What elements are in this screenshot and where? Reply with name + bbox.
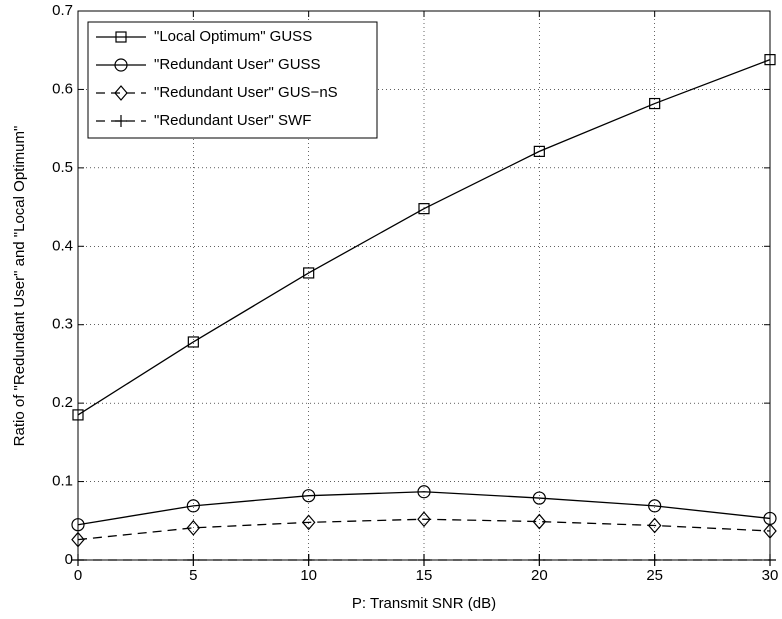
x-tick-label: 20: [531, 567, 548, 584]
marker: [187, 336, 199, 348]
marker: [533, 554, 546, 566]
y-axis-label: Ratio of "Redundant User" and "Local Opt…: [11, 126, 28, 447]
y-tick-label: 0.6: [52, 80, 73, 97]
marker: [187, 554, 200, 566]
x-axis-label: P: Transmit SNR (dB): [352, 595, 496, 612]
x-tick-label: 10: [300, 567, 317, 584]
marker: [533, 145, 545, 157]
marker: [648, 554, 661, 566]
series-line: [77, 59, 771, 416]
marker: [532, 513, 547, 530]
legend-label: "Local Optimum" GUSS: [154, 28, 312, 45]
y-tick-label: 0.3: [52, 316, 73, 333]
y-tick-label: 0.1: [52, 473, 73, 490]
marker: [532, 491, 546, 505]
marker: [301, 514, 316, 531]
marker: [764, 554, 776, 566]
marker: [302, 554, 315, 566]
legend-label: "Redundant User" GUS−nS: [154, 84, 338, 101]
marker: [72, 409, 84, 421]
marker: [186, 499, 200, 513]
marker: [649, 97, 661, 110]
legend-label: "Redundant User" GUSS: [154, 56, 321, 73]
marker: [114, 85, 128, 101]
x-tick-label: 25: [646, 567, 663, 584]
marker: [648, 499, 662, 513]
x-tick-label: 0: [74, 567, 82, 584]
marker: [71, 531, 85, 548]
marker: [71, 518, 85, 532]
marker: [418, 203, 430, 215]
marker: [115, 31, 127, 43]
x-tick-label: 15: [416, 567, 433, 584]
marker: [763, 523, 777, 539]
marker: [114, 58, 128, 72]
marker: [417, 485, 431, 499]
marker: [115, 115, 127, 127]
marker: [647, 517, 662, 534]
marker: [417, 511, 431, 528]
marker: [186, 519, 201, 536]
legend-label: "Redundant User" SWF: [154, 112, 311, 129]
y-tick-label: 0.4: [52, 237, 73, 254]
x-tick-label: 5: [189, 567, 197, 584]
marker: [418, 554, 430, 566]
marker: [303, 267, 315, 279]
y-tick-label: 0.7: [52, 2, 73, 19]
marker: [72, 554, 84, 566]
y-tick-label: 0.5: [52, 159, 73, 176]
legend-box: [87, 21, 378, 139]
x-tick-label: 30: [762, 567, 779, 584]
y-tick-label: 0.2: [52, 394, 73, 411]
y-tick-label: 0: [65, 551, 73, 568]
marker: [302, 489, 316, 503]
series-line: [77, 491, 771, 526]
series-line: [77, 518, 771, 541]
marker: [764, 54, 776, 66]
